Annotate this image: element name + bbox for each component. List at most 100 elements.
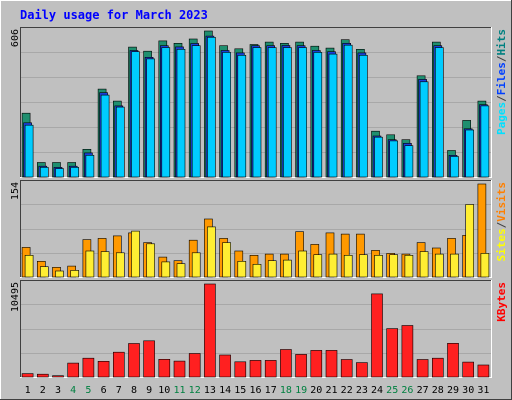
bar-kbytes: [21, 373, 34, 378]
bar-pages: [176, 48, 186, 178]
x-tick-label: 6: [101, 385, 107, 396]
bar-sites: [85, 250, 95, 278]
x-tick-label: 8: [131, 385, 137, 396]
legend-entry: Hits: [495, 29, 508, 56]
bar-sites: [39, 266, 49, 278]
bar-sites: [434, 253, 444, 278]
bar-pages: [465, 129, 475, 178]
bar-sites: [70, 270, 79, 278]
bar-sites: [191, 252, 201, 278]
chart-title: Daily usage for March 2023: [20, 8, 208, 22]
bar-kbytes: [416, 359, 429, 378]
x-tick-label: 7: [116, 385, 122, 396]
bar-pages: [146, 58, 155, 178]
legend-entry: /: [495, 221, 508, 228]
x-tick-label: 3: [55, 385, 61, 396]
legend: Sites/Visits: [495, 182, 508, 262]
x-tick-label: 4: [70, 385, 76, 396]
bar-sites: [450, 253, 459, 278]
bar-sites: [328, 253, 338, 278]
y-max-label: 154: [10, 182, 21, 200]
bar-sites: [116, 252, 125, 278]
bar-pages: [480, 105, 490, 178]
bar-kbytes: [204, 283, 216, 378]
bar-sites: [207, 226, 216, 278]
bar-pages: [404, 145, 414, 178]
bar-pages: [328, 53, 338, 178]
x-tick-label: 22: [341, 385, 353, 396]
bar-kbytes: [128, 343, 140, 378]
x-tick-label: 29: [447, 385, 459, 396]
legend-entry: /: [495, 95, 508, 102]
bar-sites: [55, 270, 64, 278]
bar-kbytes: [158, 358, 171, 378]
bar-pages: [450, 156, 459, 178]
x-tick-label: 10: [158, 385, 170, 396]
y-max-label: 10495: [10, 282, 21, 312]
bar-sites: [237, 260, 247, 278]
bar-sites: [131, 230, 140, 278]
bar-pages: [191, 45, 201, 178]
bar-pages: [252, 47, 262, 178]
bar-pages: [343, 44, 353, 178]
bar-sites: [252, 263, 262, 278]
bar-pages: [359, 54, 368, 178]
bar-pages: [267, 47, 277, 178]
x-tick-label: 2: [40, 385, 46, 396]
bar-kbytes: [401, 325, 414, 378]
bar-pages: [434, 47, 444, 178]
legend-entry: Visits: [495, 182, 508, 222]
bar-kbytes: [477, 364, 490, 378]
x-tick-label: 12: [189, 385, 201, 396]
panel-kbytes: 10495 KBytes: [10, 280, 508, 378]
bar-kbytes: [82, 357, 95, 378]
bar-kbytes: [371, 293, 383, 378]
x-tick-label: 5: [85, 385, 91, 396]
bar-sites: [480, 253, 490, 278]
bar-kbytes: [143, 340, 155, 378]
bar-pages: [70, 167, 79, 178]
x-tick-label: 21: [325, 385, 337, 396]
legend-entry: /: [495, 55, 508, 62]
bar-pages: [207, 36, 216, 178]
legend: Pages/Files/Hits: [495, 29, 508, 135]
bar-kbytes: [97, 360, 110, 378]
x-tick-label: 1: [25, 385, 31, 396]
bar-sites: [419, 251, 429, 278]
bar-pages: [55, 168, 64, 178]
bar-pages: [298, 47, 307, 178]
x-tick-label: 9: [146, 385, 152, 396]
bar-kbytes: [173, 360, 186, 378]
legend: KBytes: [495, 282, 508, 322]
bar-pages: [131, 51, 140, 178]
x-axis-labels: 1 2 3 4 5 6 7 8 9 10 11 12 13 14 15 16 17 18 19 20 21 22 23 24 2…: [25, 385, 490, 396]
x-tick-label: 28: [432, 385, 444, 396]
x-tick-label: 26: [401, 385, 413, 396]
bar-sites: [313, 254, 323, 278]
x-tick-label: 16: [249, 385, 261, 396]
bar-pages: [24, 124, 34, 178]
bar-pages: [237, 54, 247, 178]
bar-pages: [100, 94, 110, 178]
x-tick-label: 17: [265, 385, 277, 396]
bar-sites: [176, 263, 186, 278]
x-tick-label: 19: [295, 385, 307, 396]
bar-kbytes: [386, 328, 399, 378]
x-tick-label: 20: [310, 385, 322, 396]
bar-kbytes: [462, 361, 475, 378]
bar-kbytes: [249, 360, 262, 378]
bar-sites: [374, 255, 383, 278]
x-tick-label: 13: [204, 385, 216, 396]
x-tick-label: 23: [356, 385, 368, 396]
bar-sites: [222, 242, 231, 278]
legend-entry: KBytes: [495, 282, 508, 322]
bar-kbytes: [447, 342, 459, 378]
bar-kbytes: [67, 362, 79, 378]
x-tick-label: 18: [280, 385, 292, 396]
bar-sites: [100, 251, 110, 278]
bar-sites: [359, 254, 368, 278]
bar-pages: [161, 47, 171, 178]
bar-kbytes: [356, 362, 368, 378]
bar-pages: [222, 52, 231, 178]
x-tick-label: 27: [417, 385, 429, 396]
